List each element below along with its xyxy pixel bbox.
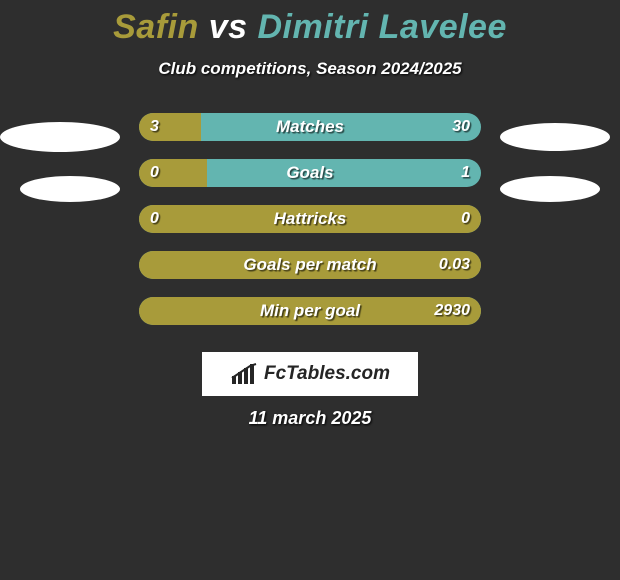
stat-row: 00Hattricks bbox=[0, 205, 620, 233]
subtitle: Club competitions, Season 2024/2025 bbox=[0, 59, 620, 79]
player-a-name: Safin bbox=[113, 8, 199, 46]
stat-label: Min per goal bbox=[139, 297, 481, 325]
chart-icon bbox=[230, 362, 258, 386]
stat-label: Goals bbox=[139, 159, 481, 187]
vs-separator: vs bbox=[209, 8, 248, 46]
logo-text: FcTables.com bbox=[264, 363, 390, 385]
stat-row: 0.03Goals per match bbox=[0, 251, 620, 279]
stat-label: Matches bbox=[139, 113, 481, 141]
player-b-name: Dimitri Lavelee bbox=[257, 8, 506, 46]
stat-label: Goals per match bbox=[139, 251, 481, 279]
page-title: Safin vs Dimitri Lavelee bbox=[0, 0, 620, 47]
stat-row: 01Goals bbox=[0, 159, 620, 187]
stat-row: 330Matches bbox=[0, 113, 620, 141]
logo-box: FcTables.com bbox=[202, 352, 418, 396]
date-label: 11 march 2025 bbox=[0, 408, 620, 429]
stat-label: Hattricks bbox=[139, 205, 481, 233]
stat-row: 2930Min per goal bbox=[0, 297, 620, 325]
